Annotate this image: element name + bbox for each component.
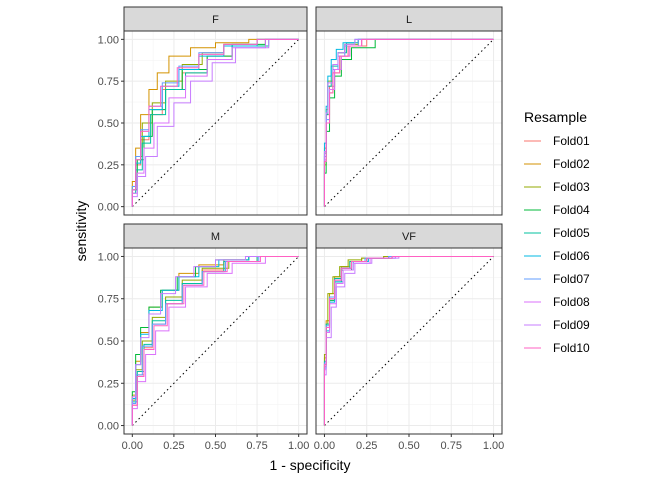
panel-M: M 0.00 0.25 0.50 0.75 1.00 0.00 0.25 0.50 0.75 1.0… (98, 223, 309, 452)
x-tick-label: 0.00 (314, 440, 335, 452)
roc-curve-F-Fold10 (131, 38, 299, 207)
legend-label-Fold02: Fold02 (553, 157, 590, 171)
y-tick-label: 0.75 (98, 294, 119, 306)
x-tick-label: 0.00 (122, 440, 143, 452)
facet-strip (123, 6, 308, 32)
facet-strip-label: VF (402, 231, 416, 243)
y-tick-label: 1.00 (98, 251, 119, 263)
legend-label-Fold01: Fold01 (553, 134, 590, 148)
roc-curve-M-Fold05 (131, 255, 299, 426)
panels-layer: F 0.00 0.25 0.50 0.75 1.00 L M 0.00 0.25 0.50 0.75 1… (98, 6, 504, 452)
legend-label-Fold06: Fold06 (553, 249, 590, 263)
y-tick-label: 0.00 (98, 202, 119, 214)
legend-label-Fold05: Fold05 (553, 226, 590, 240)
reference-diagonal (131, 39, 300, 207)
legend-label-Fold09: Fold09 (553, 318, 590, 332)
reference-diagonal (324, 39, 494, 207)
legend-label-Fold10: Fold10 (553, 341, 590, 355)
legend-label-Fold04: Fold04 (553, 203, 590, 217)
legend-label-Fold08: Fold08 (553, 295, 590, 309)
facet-strip (315, 6, 503, 32)
x-tick-label: 0.50 (205, 440, 226, 452)
y-tick-label: 0.25 (98, 160, 119, 172)
roc-curve-F-Fold02 (131, 38, 299, 207)
facet-strip (315, 223, 503, 249)
x-tick-label: 1.00 (288, 440, 309, 452)
roc-curve-L-Fold10 (323, 38, 494, 207)
panel-F: F 0.00 0.25 0.50 0.75 1.00 (98, 6, 308, 216)
roc-curve-F-Fold08 (131, 38, 299, 207)
y-tick-label: 0.50 (98, 118, 119, 130)
x-axis-title: 1 - specificity (270, 457, 351, 473)
roc-curve-VF-Fold10 (323, 255, 494, 426)
legend-label-Fold03: Fold03 (553, 180, 590, 194)
facet-strip-label: L (406, 14, 412, 26)
facet-strip-label: F (212, 14, 219, 26)
y-tick-label: 0.75 (98, 76, 119, 88)
legend-label-Fold07: Fold07 (553, 272, 590, 286)
panel-L: L (315, 6, 503, 216)
y-tick-label: 1.00 (98, 34, 119, 46)
x-tick-label: 0.75 (246, 440, 267, 452)
roc-curve-F-Fold09 (131, 38, 299, 207)
x-tick-label: 0.25 (163, 440, 184, 452)
reference-diagonal (324, 256, 494, 426)
x-tick-label: 1.00 (483, 440, 504, 452)
y-tick-label: 0.00 (98, 421, 119, 433)
x-tick-label: 0.50 (398, 440, 419, 452)
x-tick-label: 0.75 (441, 440, 462, 452)
y-tick-label: 0.50 (98, 336, 119, 348)
y-tick-label: 0.25 (98, 378, 119, 390)
roc-curve-M-Fold10 (131, 255, 299, 426)
roc-curve-M-Fold09 (131, 255, 299, 426)
legend-title: Resample (524, 109, 587, 125)
y-axis-title: sensitivity (73, 201, 89, 262)
panel-VF: VF 0.00 0.25 0.50 0.75 1.00 (314, 223, 504, 452)
legend: Resample Fold01 Fold02 Fold03 Fold04 Fold05 F… (524, 109, 590, 355)
facet-strip-label: M (211, 231, 220, 243)
x-tick-label: 0.25 (356, 440, 377, 452)
facet-strip (123, 223, 308, 249)
